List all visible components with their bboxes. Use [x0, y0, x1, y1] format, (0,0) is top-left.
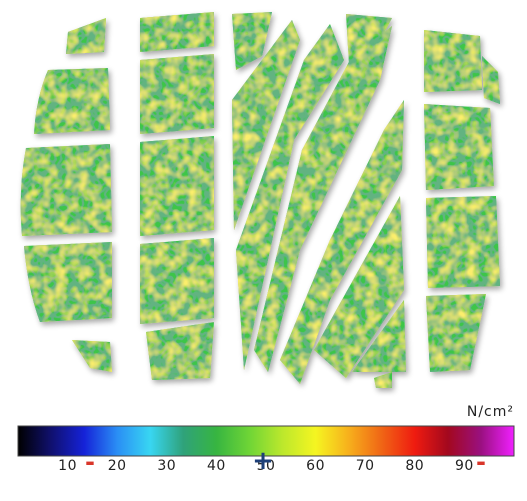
left-inner-block-4 — [146, 322, 214, 380]
right-inner-block-1 — [424, 104, 494, 190]
center-block-f — [314, 196, 404, 378]
left-inner-block-1 — [140, 54, 214, 134]
high-pressure-marker: - — [476, 448, 486, 476]
left-inner-block-2 — [140, 136, 214, 236]
colorbar-gradient — [17, 425, 515, 457]
center-block-c — [236, 24, 344, 370]
left-outer-block-4 — [72, 340, 112, 372]
center-block-d — [254, 26, 392, 372]
center-block-a — [232, 12, 272, 70]
center-block-h — [374, 372, 392, 388]
left-outer-block-3 — [24, 242, 112, 322]
left-inner-block-0 — [140, 12, 214, 52]
left-outer-block-1 — [34, 68, 110, 134]
colorbar-tick-30: 30 — [157, 458, 177, 474]
right-inner-block-2 — [426, 196, 500, 288]
right-inner-block-0 — [424, 30, 482, 92]
colorbar-unit-label: N/cm² — [466, 404, 514, 420]
colorbar-tick-70: 70 — [355, 458, 375, 474]
colorbar-tick-50: 50 — [256, 458, 276, 474]
center-block-i — [346, 14, 392, 80]
optimal-pressure-marker: + — [252, 446, 274, 476]
low-pressure-marker: - — [85, 448, 95, 476]
left-outer-block-0 — [66, 18, 106, 54]
colorbar-tick-80: 80 — [405, 458, 425, 474]
tire-footprint — [20, 12, 500, 388]
center-block-e — [280, 100, 404, 384]
colorbar-tick-90: 90 — [454, 458, 474, 474]
colorbar-tick-40: 40 — [206, 458, 226, 474]
colorbar-tick-10: 10 — [58, 458, 78, 474]
right-inner-block-3 — [426, 294, 486, 372]
colorbar-tick-60: 60 — [306, 458, 326, 474]
left-inner-block-3 — [140, 238, 214, 324]
colorbar-tick-20: 20 — [107, 458, 127, 474]
center-block-g — [352, 300, 406, 372]
center-block-b — [232, 20, 300, 230]
left-outer-block-2 — [20, 144, 113, 236]
right-outer-block-0 — [482, 56, 500, 104]
